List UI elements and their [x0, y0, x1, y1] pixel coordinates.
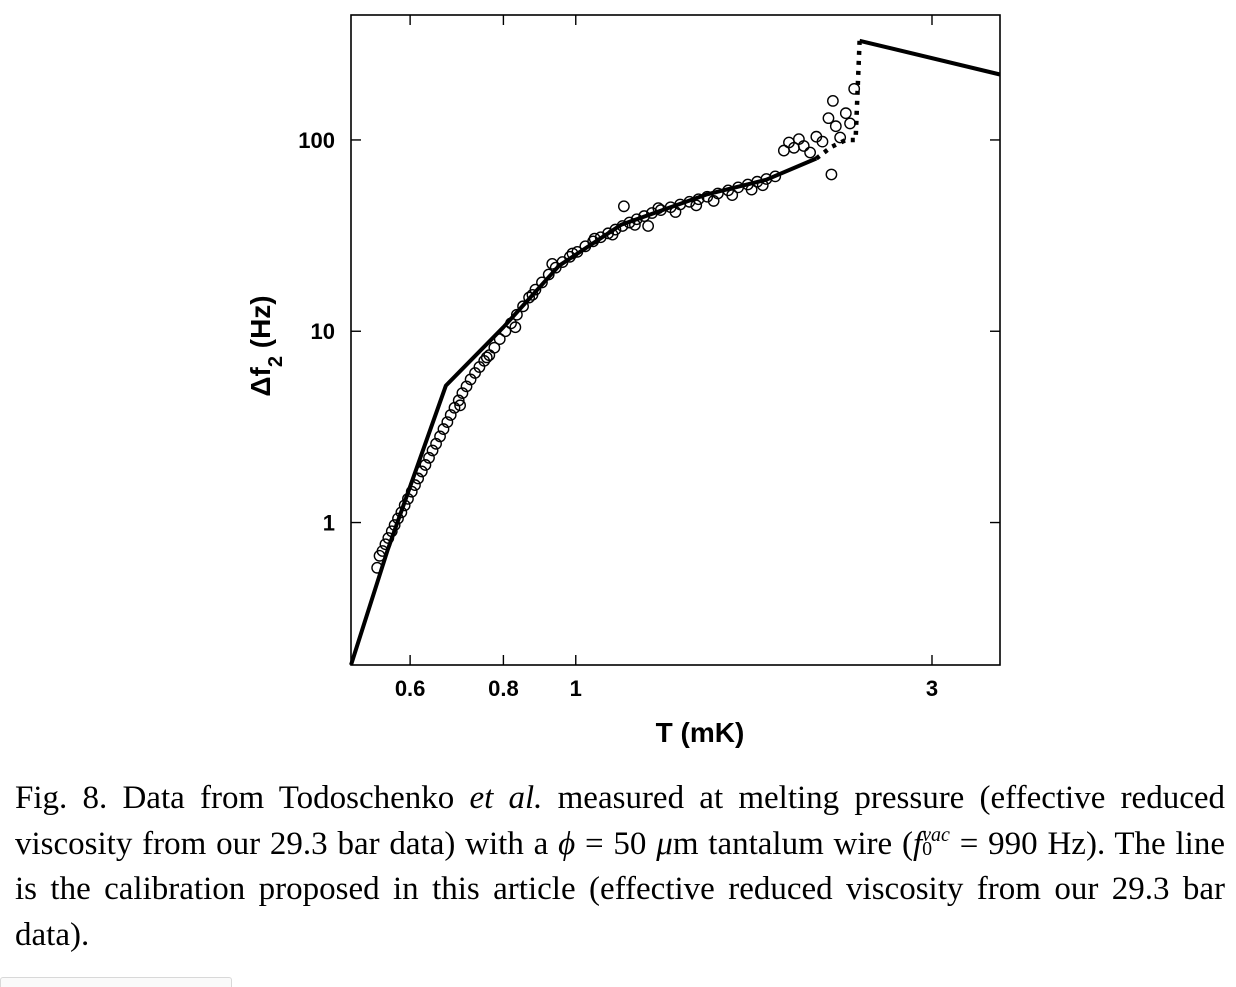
data-point — [816, 135, 829, 148]
data-point — [419, 459, 432, 471]
x-tick-label: 0.6 — [395, 676, 426, 701]
x-axis-label: T (mK) — [656, 717, 745, 748]
x-tick-label: 1 — [570, 676, 582, 701]
data-point — [642, 220, 655, 232]
svg-text:Δf2 (Hz): Δf2 (Hz) — [245, 295, 287, 396]
data-point — [825, 168, 838, 181]
caption-fig-number: Fig. 8. — [15, 780, 108, 816]
data-point — [517, 300, 529, 313]
data-point — [839, 107, 852, 120]
data-point — [456, 387, 469, 399]
data-point — [452, 394, 465, 407]
data-markers — [371, 82, 861, 574]
data-point — [848, 82, 861, 95]
data-point — [834, 131, 847, 144]
data-point — [797, 140, 810, 152]
data-point — [829, 120, 842, 133]
data-point — [707, 195, 720, 207]
data-point — [426, 444, 439, 457]
y-axis-label-sub: 2 — [265, 356, 287, 367]
data-point — [423, 451, 435, 464]
y-axis-label: Δf2 (Hz) — [245, 295, 287, 396]
data-point — [488, 341, 501, 354]
data-point — [509, 321, 522, 334]
plot-frame — [350, 14, 1001, 666]
data-point — [441, 416, 454, 429]
x-tick-label: 0.8 — [488, 676, 519, 701]
data-point — [617, 200, 630, 213]
data-point — [594, 231, 607, 244]
data-point — [526, 288, 539, 301]
calibration-line — [859, 38, 1001, 77]
data-point — [523, 291, 536, 304]
data-point — [536, 276, 548, 289]
data-point — [546, 257, 559, 270]
plot-area — [349, 14, 1001, 666]
chart: 0.6 0.8 1 3 1 10 100 T (mK) Δf2 (Hz) — [245, 14, 1001, 748]
data-point — [822, 112, 835, 125]
calibration-line-dotted — [814, 40, 862, 161]
data-point — [844, 117, 856, 130]
y-axis-label-main: Δf — [245, 366, 276, 396]
data-point — [434, 430, 446, 443]
calibration-line — [349, 156, 818, 666]
figure-caption: Fig. 8. Data from Todoschenko et al. mea… — [15, 780, 1225, 953]
data-point — [460, 380, 473, 393]
bottom-strip — [0, 977, 232, 987]
data-point — [469, 367, 481, 379]
data-point — [437, 423, 450, 435]
axis-ticks: 0.6 0.8 1 3 1 10 100 — [298, 15, 1000, 701]
data-point — [826, 95, 839, 107]
y-tick-label: 10 — [311, 319, 335, 344]
y-tick-label: 1 — [323, 511, 335, 536]
x-tick-label: 3 — [926, 676, 938, 701]
data-point — [480, 351, 493, 364]
data-point — [804, 146, 817, 159]
data-point — [493, 333, 506, 345]
data-point — [454, 399, 467, 412]
y-tick-label: 100 — [298, 128, 335, 153]
y-axis-label-unit: (Hz) — [245, 295, 276, 348]
data-point — [444, 409, 457, 421]
